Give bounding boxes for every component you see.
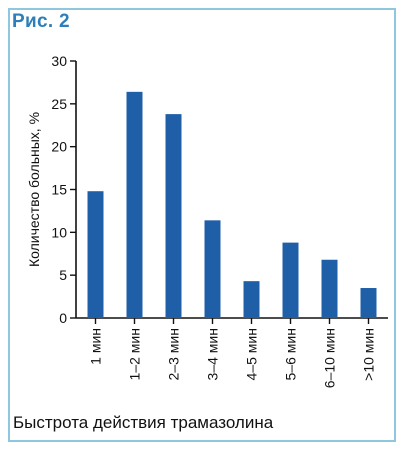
bar — [87, 191, 104, 318]
y-axis-label: Количество больных, % — [26, 112, 42, 267]
bar — [360, 288, 377, 318]
x-tick-label: 2–3 мин — [166, 328, 182, 380]
bar — [126, 91, 143, 318]
y-tick-label: 10 — [51, 224, 67, 240]
figure-caption: Быстрота действия трамазолина — [13, 413, 274, 432]
y-tick-label: 25 — [51, 96, 67, 112]
x-tick-label: 4–5 мин — [244, 328, 260, 380]
y-tick-label: 30 — [51, 53, 67, 69]
y-tick-labels: 0 5 10 15 20 25 30 — [51, 53, 67, 326]
x-tick-label: 3–4 мин — [205, 328, 221, 380]
bar — [321, 259, 338, 318]
figure-panel — [8, 8, 396, 442]
x-tick-label: 6–10 мин — [322, 328, 338, 388]
bar — [243, 281, 260, 318]
x-tick-label: 1 мин — [88, 328, 104, 365]
y-tick-label: 15 — [51, 182, 67, 198]
x-tick-label: 1–2 мин — [127, 328, 143, 380]
figure-label: Рис. 2 — [12, 11, 70, 32]
bar — [165, 114, 182, 318]
y-tick-label: 20 — [51, 139, 67, 155]
bar — [204, 220, 221, 318]
y-tick-label: 0 — [59, 310, 67, 326]
y-tick-label: 5 — [59, 267, 67, 283]
bar — [282, 242, 299, 318]
x-tick-label: 5–6 мин — [283, 328, 299, 380]
chart-bars — [87, 91, 377, 318]
x-tick-label: >10 мин — [361, 328, 377, 381]
chart-axes — [70, 60, 388, 324]
x-tick-labels: 1 мин 1–2 мин 2–3 мин 3–4 мин 4–5 мин 5–6 мин… — [88, 328, 377, 388]
